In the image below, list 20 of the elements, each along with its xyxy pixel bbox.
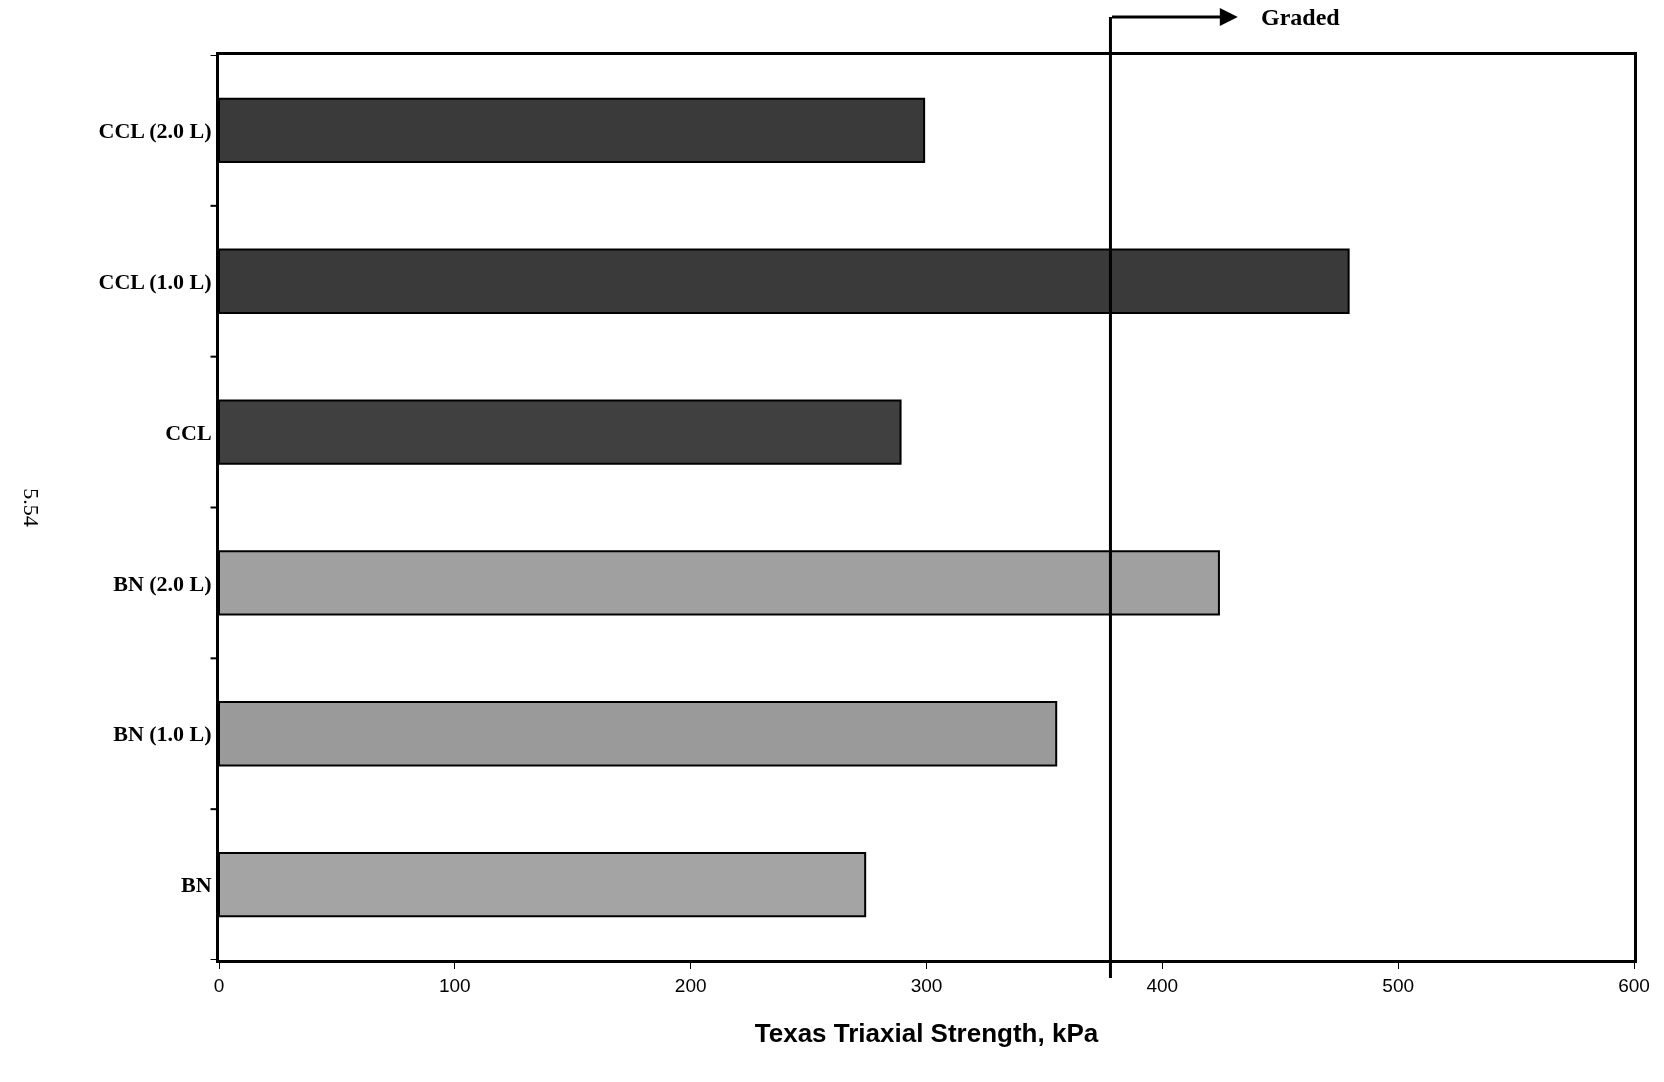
bar [219, 851, 867, 918]
bar [219, 399, 902, 465]
y-tick-label: BN [181, 872, 212, 898]
x-axis-title: Texas Triaxial Strength, kPa [754, 1018, 1099, 1049]
ref-line-label: Graded [1261, 4, 1341, 30]
y-tick-label: CCL (1.0 L) [98, 268, 212, 294]
y-tick-label: CCL [165, 419, 212, 445]
x-tick-label: 600 [1618, 974, 1650, 996]
y-tick-label: CCL (2.0 L) [98, 118, 212, 144]
y-tick-label: BN (2.0 L) [113, 570, 212, 596]
x-tick-label: 500 [1382, 974, 1415, 996]
x-tick-label: 300 [910, 974, 943, 996]
bar [219, 97, 926, 164]
text: 5.54 [18, 488, 44, 527]
x-tick-label: 400 [1146, 974, 1179, 996]
x-tick-label: 200 [674, 974, 707, 996]
x-tick-label: 100 [438, 974, 471, 996]
bar [219, 701, 1058, 767]
x-tick-label: 0 [213, 974, 225, 996]
y-tick-label: BN (1.0 L) [113, 721, 212, 747]
